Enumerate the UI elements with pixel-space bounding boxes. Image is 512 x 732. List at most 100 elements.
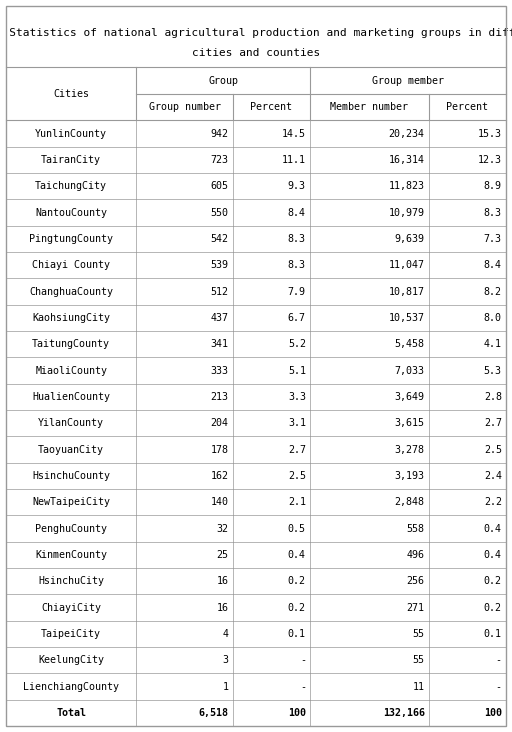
Text: 3: 3 <box>223 655 229 665</box>
Text: 2.1: 2.1 <box>288 497 306 507</box>
Text: TaoyuanCity: TaoyuanCity <box>38 444 104 455</box>
Text: 20,234: 20,234 <box>389 129 424 138</box>
Text: 0.1: 0.1 <box>484 629 502 639</box>
Text: HsinchuCity: HsinchuCity <box>38 576 104 586</box>
Text: 2.5: 2.5 <box>288 471 306 481</box>
Text: TairanCity: TairanCity <box>41 155 101 165</box>
Text: KaohsiungCity: KaohsiungCity <box>32 313 110 323</box>
Text: 213: 213 <box>211 392 229 402</box>
Text: 25: 25 <box>217 550 229 560</box>
Text: Group member: Group member <box>372 76 444 86</box>
Text: Percent: Percent <box>446 102 488 113</box>
Text: 8.4: 8.4 <box>484 261 502 270</box>
Text: NewTaipeiCity: NewTaipeiCity <box>32 497 110 507</box>
Text: 6.7: 6.7 <box>288 313 306 323</box>
Text: 2.8: 2.8 <box>484 392 502 402</box>
Text: 5.1: 5.1 <box>288 365 306 376</box>
Text: 0.2: 0.2 <box>288 602 306 613</box>
Text: 0.2: 0.2 <box>484 576 502 586</box>
Text: HualienCounty: HualienCounty <box>32 392 110 402</box>
Text: 5.2: 5.2 <box>288 339 306 349</box>
Text: Total: Total <box>56 708 87 718</box>
Text: 10,979: 10,979 <box>389 208 424 217</box>
Text: ChiayiCity: ChiayiCity <box>41 602 101 613</box>
Text: TaitungCounty: TaitungCounty <box>32 339 110 349</box>
Text: 9,639: 9,639 <box>395 234 424 244</box>
Text: 605: 605 <box>211 182 229 191</box>
Text: 100: 100 <box>484 708 502 718</box>
Text: 11: 11 <box>413 681 424 692</box>
Text: 2.2: 2.2 <box>484 497 502 507</box>
Text: 8.3: 8.3 <box>484 208 502 217</box>
Text: Group number: Group number <box>148 102 221 113</box>
Text: 178: 178 <box>211 444 229 455</box>
Text: Percent: Percent <box>250 102 292 113</box>
Text: LienchiangCounty: LienchiangCounty <box>23 681 119 692</box>
Text: 942: 942 <box>211 129 229 138</box>
Text: 8.2: 8.2 <box>484 286 502 296</box>
Text: 1: 1 <box>223 681 229 692</box>
Text: KinmenCounty: KinmenCounty <box>35 550 108 560</box>
Text: TaichungCity: TaichungCity <box>35 182 108 191</box>
Text: 3,649: 3,649 <box>395 392 424 402</box>
Text: 10,537: 10,537 <box>389 313 424 323</box>
Text: cities and counties: cities and counties <box>192 48 320 58</box>
Text: 4: 4 <box>223 629 229 639</box>
Text: 11.1: 11.1 <box>282 155 306 165</box>
Text: 333: 333 <box>211 365 229 376</box>
Text: Chiayi County: Chiayi County <box>32 261 110 270</box>
Text: 341: 341 <box>211 339 229 349</box>
Text: YunlinCounty: YunlinCounty <box>35 129 108 138</box>
Text: 9.3: 9.3 <box>288 182 306 191</box>
Text: -: - <box>300 681 306 692</box>
Text: 512: 512 <box>211 286 229 296</box>
Text: 0.4: 0.4 <box>288 550 306 560</box>
Text: 542: 542 <box>211 234 229 244</box>
Text: 7.9: 7.9 <box>288 286 306 296</box>
Text: 437: 437 <box>211 313 229 323</box>
Text: KeelungCity: KeelungCity <box>38 655 104 665</box>
Text: 140: 140 <box>211 497 229 507</box>
Text: -: - <box>496 681 502 692</box>
Text: PenghuCounty: PenghuCounty <box>35 523 108 534</box>
Text: 2.7: 2.7 <box>288 444 306 455</box>
Text: 14.5: 14.5 <box>282 129 306 138</box>
Text: 550: 550 <box>211 208 229 217</box>
Text: Member number: Member number <box>330 102 409 113</box>
Text: 0.1: 0.1 <box>288 629 306 639</box>
Text: 2.4: 2.4 <box>484 471 502 481</box>
Text: HsinchuCounty: HsinchuCounty <box>32 471 110 481</box>
Text: 32: 32 <box>217 523 229 534</box>
Text: 132,166: 132,166 <box>382 708 424 718</box>
Text: 496: 496 <box>407 550 424 560</box>
Text: 3,615: 3,615 <box>395 418 424 428</box>
Text: 55: 55 <box>413 629 424 639</box>
Text: Cities: Cities <box>53 89 89 99</box>
Text: 7.3: 7.3 <box>484 234 502 244</box>
Text: 539: 539 <box>211 261 229 270</box>
Text: 0.4: 0.4 <box>484 523 502 534</box>
Text: 2.5: 2.5 <box>484 444 502 455</box>
Text: 271: 271 <box>407 602 424 613</box>
Text: 8.3: 8.3 <box>288 261 306 270</box>
Text: ChanghuaCounty: ChanghuaCounty <box>29 286 113 296</box>
Text: 8.0: 8.0 <box>484 313 502 323</box>
Text: Group: Group <box>208 76 238 86</box>
Text: 0.5: 0.5 <box>288 523 306 534</box>
Text: 100: 100 <box>288 708 306 718</box>
Text: 2,848: 2,848 <box>395 497 424 507</box>
Text: YilanCounty: YilanCounty <box>38 418 104 428</box>
Text: 5.3: 5.3 <box>484 365 502 376</box>
Text: 4.1: 4.1 <box>484 339 502 349</box>
Text: 558: 558 <box>407 523 424 534</box>
Text: 0.4: 0.4 <box>484 550 502 560</box>
Text: 15.3: 15.3 <box>478 129 502 138</box>
Text: 3,278: 3,278 <box>395 444 424 455</box>
Text: 3,193: 3,193 <box>395 471 424 481</box>
Text: 5,458: 5,458 <box>395 339 424 349</box>
Text: 11,823: 11,823 <box>389 182 424 191</box>
Text: 0.2: 0.2 <box>288 576 306 586</box>
Text: 8.3: 8.3 <box>288 234 306 244</box>
Text: 7,033: 7,033 <box>395 365 424 376</box>
Text: 256: 256 <box>407 576 424 586</box>
